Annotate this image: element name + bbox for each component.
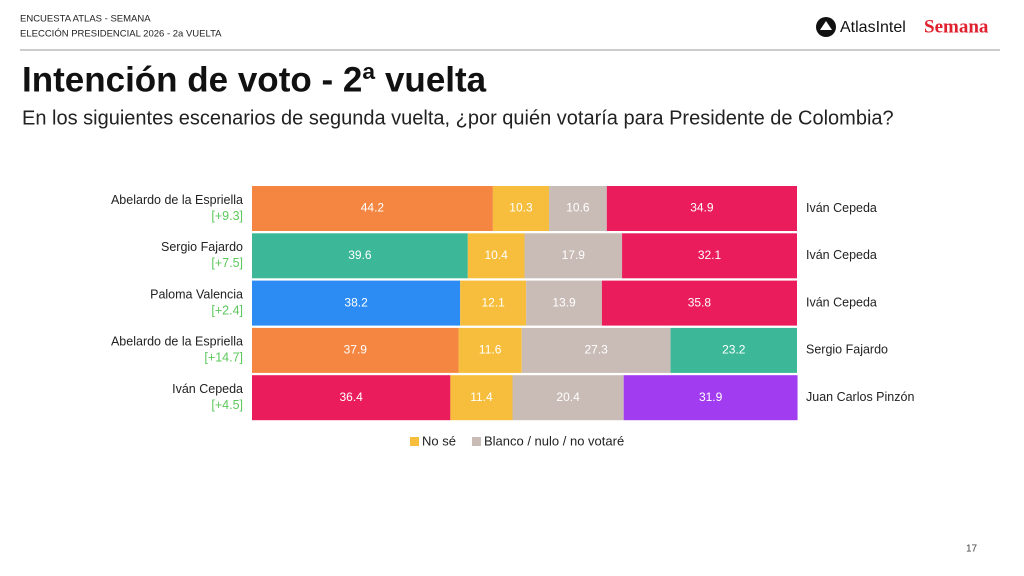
bar-segment: [524, 233, 623, 279]
bar-segment: [458, 327, 522, 373]
right-candidate: Iván Cepeda: [806, 295, 877, 309]
chart-title: Intención de voto - 2ª vuelta: [22, 60, 487, 99]
bar-segment: [526, 280, 602, 326]
bar-segment: [450, 375, 513, 421]
value-label: 13.9: [552, 295, 576, 309]
value-label: 35.8: [688, 295, 712, 309]
value-label: 39.6: [348, 248, 372, 262]
bar-segment: [252, 233, 468, 279]
bar-segment: [601, 280, 797, 326]
legend-label: Blanco / nulo / no votaré: [484, 433, 624, 448]
left-candidate: Iván Cepeda: [172, 382, 243, 396]
legend-swatch: [410, 437, 419, 446]
margin-label: [+14.7]: [204, 351, 243, 365]
value-label: 12.1: [481, 295, 505, 309]
bar-segment: [460, 280, 527, 326]
bar-segment: [252, 280, 461, 326]
semana-logo: Semana: [924, 16, 989, 37]
bar-segment: [467, 233, 525, 279]
margin-label: [+7.5]: [211, 256, 243, 270]
value-label: 31.9: [699, 390, 723, 404]
value-label: 44.2: [361, 201, 385, 215]
left-candidate: Abelardo de la Espriella: [111, 193, 243, 207]
right-candidate: Juan Carlos Pinzón: [806, 390, 914, 404]
bar-segment: [252, 375, 451, 421]
value-label: 37.9: [344, 343, 368, 357]
bar-segment: [606, 186, 797, 231]
margin-label: [+4.5]: [211, 398, 243, 412]
bar-segment: [521, 327, 671, 373]
right-candidate: Iván Cepeda: [806, 201, 877, 215]
right-candidate: Sergio Fajardo: [806, 343, 888, 357]
bar-segment: [252, 327, 459, 373]
value-label: 23.2: [722, 343, 746, 357]
bar-segment: [623, 375, 798, 421]
value-label: 38.2: [344, 295, 368, 309]
legend-label: No sé: [422, 433, 456, 448]
atlas-logo: AtlasIntel: [840, 19, 906, 36]
page-number: 17: [966, 544, 978, 555]
legend-swatch: [471, 437, 481, 446]
bar-segment: [252, 186, 493, 231]
bar-segment: [492, 186, 550, 231]
bar-segment: [670, 327, 797, 373]
value-label: 34.9: [690, 201, 714, 215]
value-label: 11.4: [470, 390, 493, 404]
value-label: 10.4: [484, 248, 508, 262]
bar-segment: [512, 375, 624, 421]
bar-segment: [549, 186, 607, 231]
left-candidate: Abelardo de la Espriella: [111, 335, 243, 349]
bar-segment: [622, 233, 797, 279]
value-label: 10.3: [509, 201, 533, 215]
left-candidate: Paloma Valencia: [150, 287, 243, 301]
value-label: 32.1: [698, 248, 722, 262]
survey-label: ENCUESTA ATLAS - SEMANA: [20, 14, 151, 25]
margin-label: [+2.4]: [211, 303, 243, 317]
value-label: 27.3: [584, 343, 608, 357]
election-label: ELECCIÓN PRESIDENCIAL 2026 - 2a VUELTA: [20, 29, 222, 40]
right-candidate: Iván Cepeda: [806, 248, 877, 262]
value-label: 11.6: [479, 343, 502, 357]
chart-subtitle: En los siguientes escenarios de segunda …: [22, 107, 894, 129]
value-label: 36.4: [340, 390, 364, 404]
value-label: 20.4: [556, 390, 580, 404]
left-candidate: Sergio Fajardo: [161, 240, 243, 254]
atlas-icon-mark: [820, 21, 832, 30]
value-label: 17.9: [562, 248, 586, 262]
value-label: 10.6: [566, 201, 590, 215]
margin-label: [+9.3]: [211, 209, 243, 223]
